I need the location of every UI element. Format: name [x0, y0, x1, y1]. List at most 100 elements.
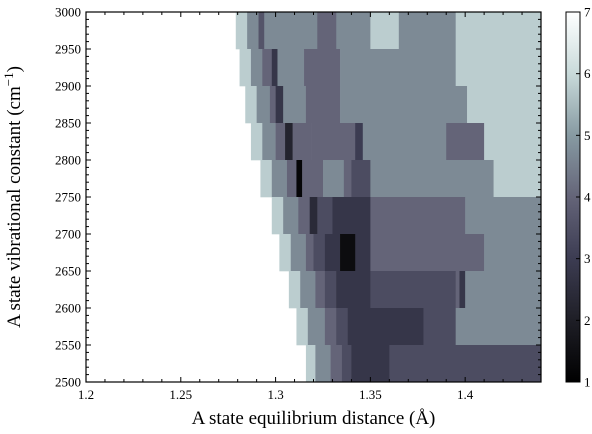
x-tick-label: 1.35 — [359, 387, 382, 402]
heatmap-cell — [455, 49, 542, 87]
heatmap-cell — [264, 12, 318, 50]
x-tick-label: 1.25 — [169, 387, 192, 402]
heatmap-cell — [370, 197, 466, 235]
y-tick-label: 2650 — [55, 264, 81, 279]
heatmap-cell — [362, 123, 447, 161]
heatmap-cell — [336, 308, 348, 346]
heatmap-cell — [296, 160, 303, 198]
heatmap-cell — [355, 234, 371, 272]
heatmap-cell — [250, 123, 263, 161]
heatmap-cell — [279, 234, 292, 272]
x-axis-title: A state equilibrium distance (Å) — [192, 408, 436, 429]
heatmap-cell — [446, 123, 485, 161]
heatmap-cell — [317, 197, 333, 235]
y-tick-label: 2750 — [55, 190, 81, 205]
heatmap-cell — [351, 345, 390, 383]
heatmap-cell — [340, 234, 356, 272]
x-tick-label: 1.2 — [78, 387, 94, 402]
colorbar-tick-label: 5 — [584, 128, 591, 143]
y-tick-label: 2600 — [55, 301, 81, 316]
heatmap-cell — [493, 160, 542, 198]
y-tick-label: 2700 — [55, 227, 81, 242]
heatmap-cell — [343, 160, 352, 198]
heatmap-cell — [340, 86, 468, 124]
heatmap-cell — [330, 345, 343, 383]
y-tick-label: 2900 — [55, 79, 81, 94]
heatmap-cell — [305, 86, 341, 124]
heatmap-cell — [315, 345, 331, 383]
heatmap-cell — [351, 160, 371, 198]
y-tick-label: 3000 — [55, 5, 81, 20]
heatmap-cell — [389, 345, 542, 383]
heatmap-cell — [370, 160, 494, 198]
heatmap-cell — [467, 86, 542, 124]
heatmap-cell — [455, 271, 460, 309]
heatmap-cell — [332, 197, 371, 235]
heatmap-cells — [235, 12, 542, 383]
heatmap-cell — [311, 123, 356, 161]
heatmap-cell — [317, 12, 337, 50]
heatmap-cell — [309, 197, 318, 235]
heatmap-cell — [465, 197, 542, 235]
heatmap-cell — [286, 160, 297, 198]
heatmap-cell — [455, 12, 542, 50]
y-tick-label: 2850 — [55, 116, 81, 131]
heatmap-cell — [305, 234, 314, 272]
heatmap-cell — [423, 308, 456, 346]
heatmap-cell — [370, 271, 456, 309]
y-axis-title-superscript: −1 — [1, 72, 16, 86]
heatmap-cell — [290, 234, 307, 272]
y-tick-label: 2800 — [55, 153, 81, 168]
heatmap-cell — [302, 160, 324, 198]
heatmap-cell — [283, 86, 307, 124]
heatmap-cell — [298, 197, 311, 235]
heatmap-cell — [288, 271, 301, 309]
y-axis: 2500 2550 2600 2650 2700 2750 2800 2850 2900 2950… — [55, 5, 541, 390]
heatmap-cell — [324, 271, 337, 309]
heatmap-cell — [300, 271, 316, 309]
heatmap-cell — [285, 123, 293, 161]
heatmap-cell — [269, 86, 276, 124]
heatmap-cell — [455, 308, 542, 346]
heatmap-cell — [322, 160, 345, 198]
colorbar-ticks: 1 2 3 4 5 6 7 — [576, 5, 591, 390]
heatmap-cell — [283, 197, 299, 235]
heatmap-cell — [271, 160, 288, 198]
x-tick-label: 1.3 — [267, 387, 283, 402]
heatmap-cell — [277, 49, 305, 87]
heatmap-cell — [239, 49, 252, 87]
colorbar-tick-label: 3 — [584, 251, 591, 266]
heatmap-cell — [262, 123, 276, 161]
heatmap-cell — [245, 86, 257, 124]
heatmap-cell — [336, 271, 371, 309]
y-axis-title: A state vibrational constant (cm−1) — [1, 66, 25, 328]
heatmap-cell — [247, 12, 259, 50]
heatmap-cell — [336, 12, 371, 50]
heatmap-cell — [271, 49, 278, 87]
x-tick-label: 1.4 — [457, 387, 474, 402]
heatmap-cell — [465, 271, 542, 309]
heatmap-cell — [275, 86, 284, 124]
heatmap-cell — [347, 308, 424, 346]
heatmap-cell — [305, 345, 316, 383]
colorbar-tick-label: 2 — [584, 313, 591, 328]
heatmap-cell — [324, 234, 341, 272]
heatmap-cell — [324, 308, 337, 346]
heatmap-cell — [313, 234, 326, 272]
heatmap-cell — [484, 123, 542, 161]
colorbar-tick-label: 6 — [584, 66, 591, 81]
heatmap-cell — [250, 49, 263, 87]
heatmap-cell — [296, 308, 309, 346]
heatmap-cell — [275, 123, 286, 161]
heatmap-cell — [459, 271, 466, 309]
heatmap-cell — [271, 197, 284, 235]
heatmap-cell — [260, 160, 273, 198]
heatmap-cell — [398, 12, 456, 50]
heatmap-cell — [370, 12, 400, 50]
heatmap-cell — [235, 12, 248, 50]
heatmap-cell — [484, 234, 542, 272]
heatmap-cell — [315, 271, 326, 309]
y-tick-label: 2500 — [55, 375, 81, 390]
y-axis-title-close: ) — [4, 66, 25, 72]
